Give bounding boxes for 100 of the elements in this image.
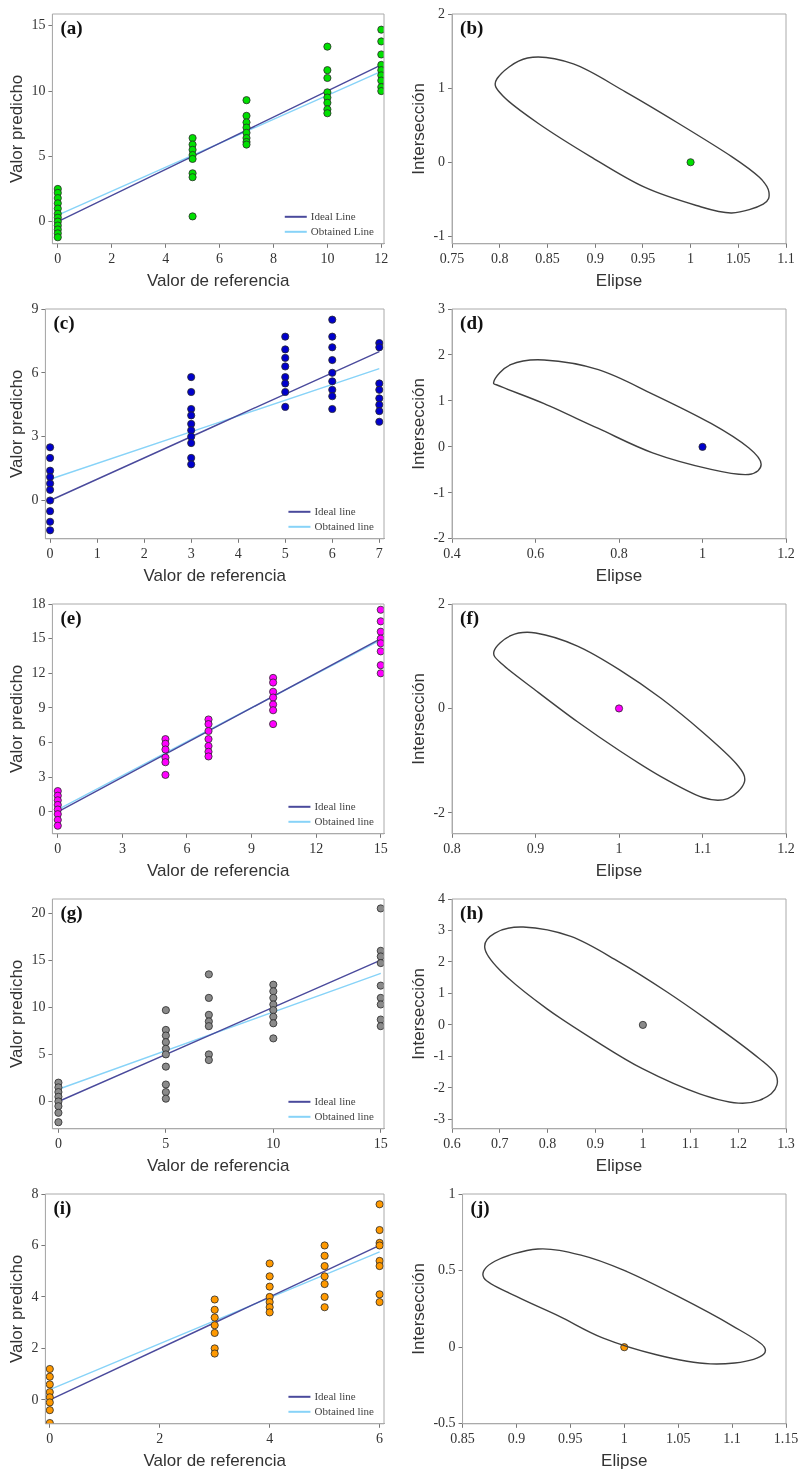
x-tick-label: 3 [187,545,195,561]
x-tick-label: 1.2 [777,840,795,856]
x-axis-title: Valor de referencia [147,861,290,881]
x-tick-label: 10 [266,1135,281,1151]
y-tick-label: 0.5 [438,1262,456,1278]
annotation: (b) [460,17,484,40]
x-tick-label: 1 [93,545,101,561]
y-tick-label: 15 [31,17,46,33]
x-axis-title: Elipse [595,861,643,881]
x-tick-label: 6 [216,250,224,266]
y-tick-label: 15 [31,630,46,646]
annotation: (i) [53,1197,72,1220]
y-tick-label: 10 [31,82,46,98]
x-axis-title: Elipse [595,271,643,291]
y-tick-label: 0 [31,492,39,508]
legend-label: Obtained Line [310,224,375,237]
x-tick-label: 7 [375,545,383,561]
x-tick-label: 0.95 [558,1430,583,1446]
x-tick-label: 1.15 [773,1430,799,1446]
y-tick-label: 2 [31,1340,39,1356]
y-axis-title: Valor predicho [6,664,26,774]
y-axis-title: Intersección [408,968,428,1060]
legend-label: Obtained line [314,814,375,827]
y-tick-label: 1 [438,985,446,1001]
y-tick-label: -1 [433,484,446,500]
legend-label: Ideal Line [310,209,356,222]
annotation: (a) [60,17,83,40]
y-tick-label: 3 [38,768,46,784]
y-tick-label: -2 [433,530,446,546]
y-tick-label: 5 [38,1046,46,1062]
x-tick-label: 15 [373,1135,388,1151]
x-tick-label: 10 [320,250,335,266]
annotation: (d) [460,312,484,335]
x-tick-label: 1.3 [777,1135,795,1151]
x-tick-label: 0.7 [491,1135,509,1151]
y-tick-label: 0 [438,438,446,454]
y-axis-title: Intersección [408,83,428,175]
legend-label: Ideal line [314,1389,356,1402]
x-tick-label: 0.9 [586,1135,604,1151]
x-axis-title: Elipse [601,1451,648,1471]
x-tick-label: 0.8 [610,545,628,561]
y-tick-label: 6 [31,1237,39,1253]
x-tick-label: 0 [54,250,62,266]
x-tick-label: 9 [248,840,256,856]
y-tick-label: -1 [433,228,446,244]
y-tick-label: 10 [31,998,46,1014]
legend-label: Obtained line [314,1109,375,1122]
y-tick-label: 1 [448,1185,456,1201]
y-tick-label: 12 [31,664,46,680]
x-tick-label: 0.75 [439,250,465,266]
x-tick-label: 1.05 [726,250,751,266]
y-axis-title: Valor predicho [6,74,26,184]
y-tick-label: 0 [438,700,446,716]
y-tick-label: 3 [438,922,446,938]
x-tick-label: 4 [266,1430,274,1446]
y-tick-label: 1 [438,79,446,95]
legend-label: Ideal line [314,504,356,517]
y-tick-label: 0 [438,153,446,169]
x-tick-label: 5 [162,1135,170,1151]
x-tick-label: 0 [54,1135,62,1151]
x-tick-label: 0.9 [526,840,545,856]
x-tick-label: 6 [183,840,191,856]
x-tick-label: 0.95 [630,250,656,266]
y-axis-title: Intersección [408,1263,428,1355]
x-tick-label: 0.9 [586,250,604,266]
y-tick-label: 4 [31,1288,39,1304]
legend-label: Obtained line [314,519,375,532]
x-tick-label: 1.2 [777,545,795,561]
y-axis-title: Valor predicho [6,959,26,1069]
x-axis-title: Elipse [595,566,643,586]
y-tick-label: 0 [38,1093,46,1109]
y-tick-label: 9 [38,699,46,715]
x-tick-label: 2 [108,250,116,266]
x-tick-label: 2 [140,545,148,561]
x-tick-label: 1.1 [777,250,795,266]
x-axis-title: Valor de referencia [143,1451,287,1471]
y-tick-label: 8 [31,1185,39,1201]
annotation: (j) [470,1197,490,1220]
annotation: (c) [53,312,75,335]
x-tick-label: 0.6 [526,545,545,561]
y-tick-label: 2 [438,5,446,21]
x-axis-title: Valor de referencia [147,1156,290,1176]
y-tick-label: -2 [433,1079,446,1095]
annotation: (g) [60,902,83,925]
y-tick-label: -3 [433,1111,446,1127]
x-tick-label: 0.8 [443,840,461,856]
x-tick-label: 0.4 [443,545,461,561]
y-tick-label: -0.5 [433,1415,456,1431]
x-tick-label: 4 [162,250,170,266]
x-tick-label: 3 [118,840,126,856]
x-tick-label: 12 [309,840,324,856]
legend-label: Obtained line [314,1404,375,1417]
y-tick-label: -1 [433,1048,446,1064]
y-tick-label: 15 [31,951,46,967]
y-tick-label: -2 [433,804,446,820]
y-tick-label: 0 [438,1016,446,1032]
y-tick-label: 0 [38,213,46,229]
x-tick-label: 15 [373,840,388,856]
y-tick-label: 5 [38,147,46,163]
x-tick-label: 6 [328,545,336,561]
